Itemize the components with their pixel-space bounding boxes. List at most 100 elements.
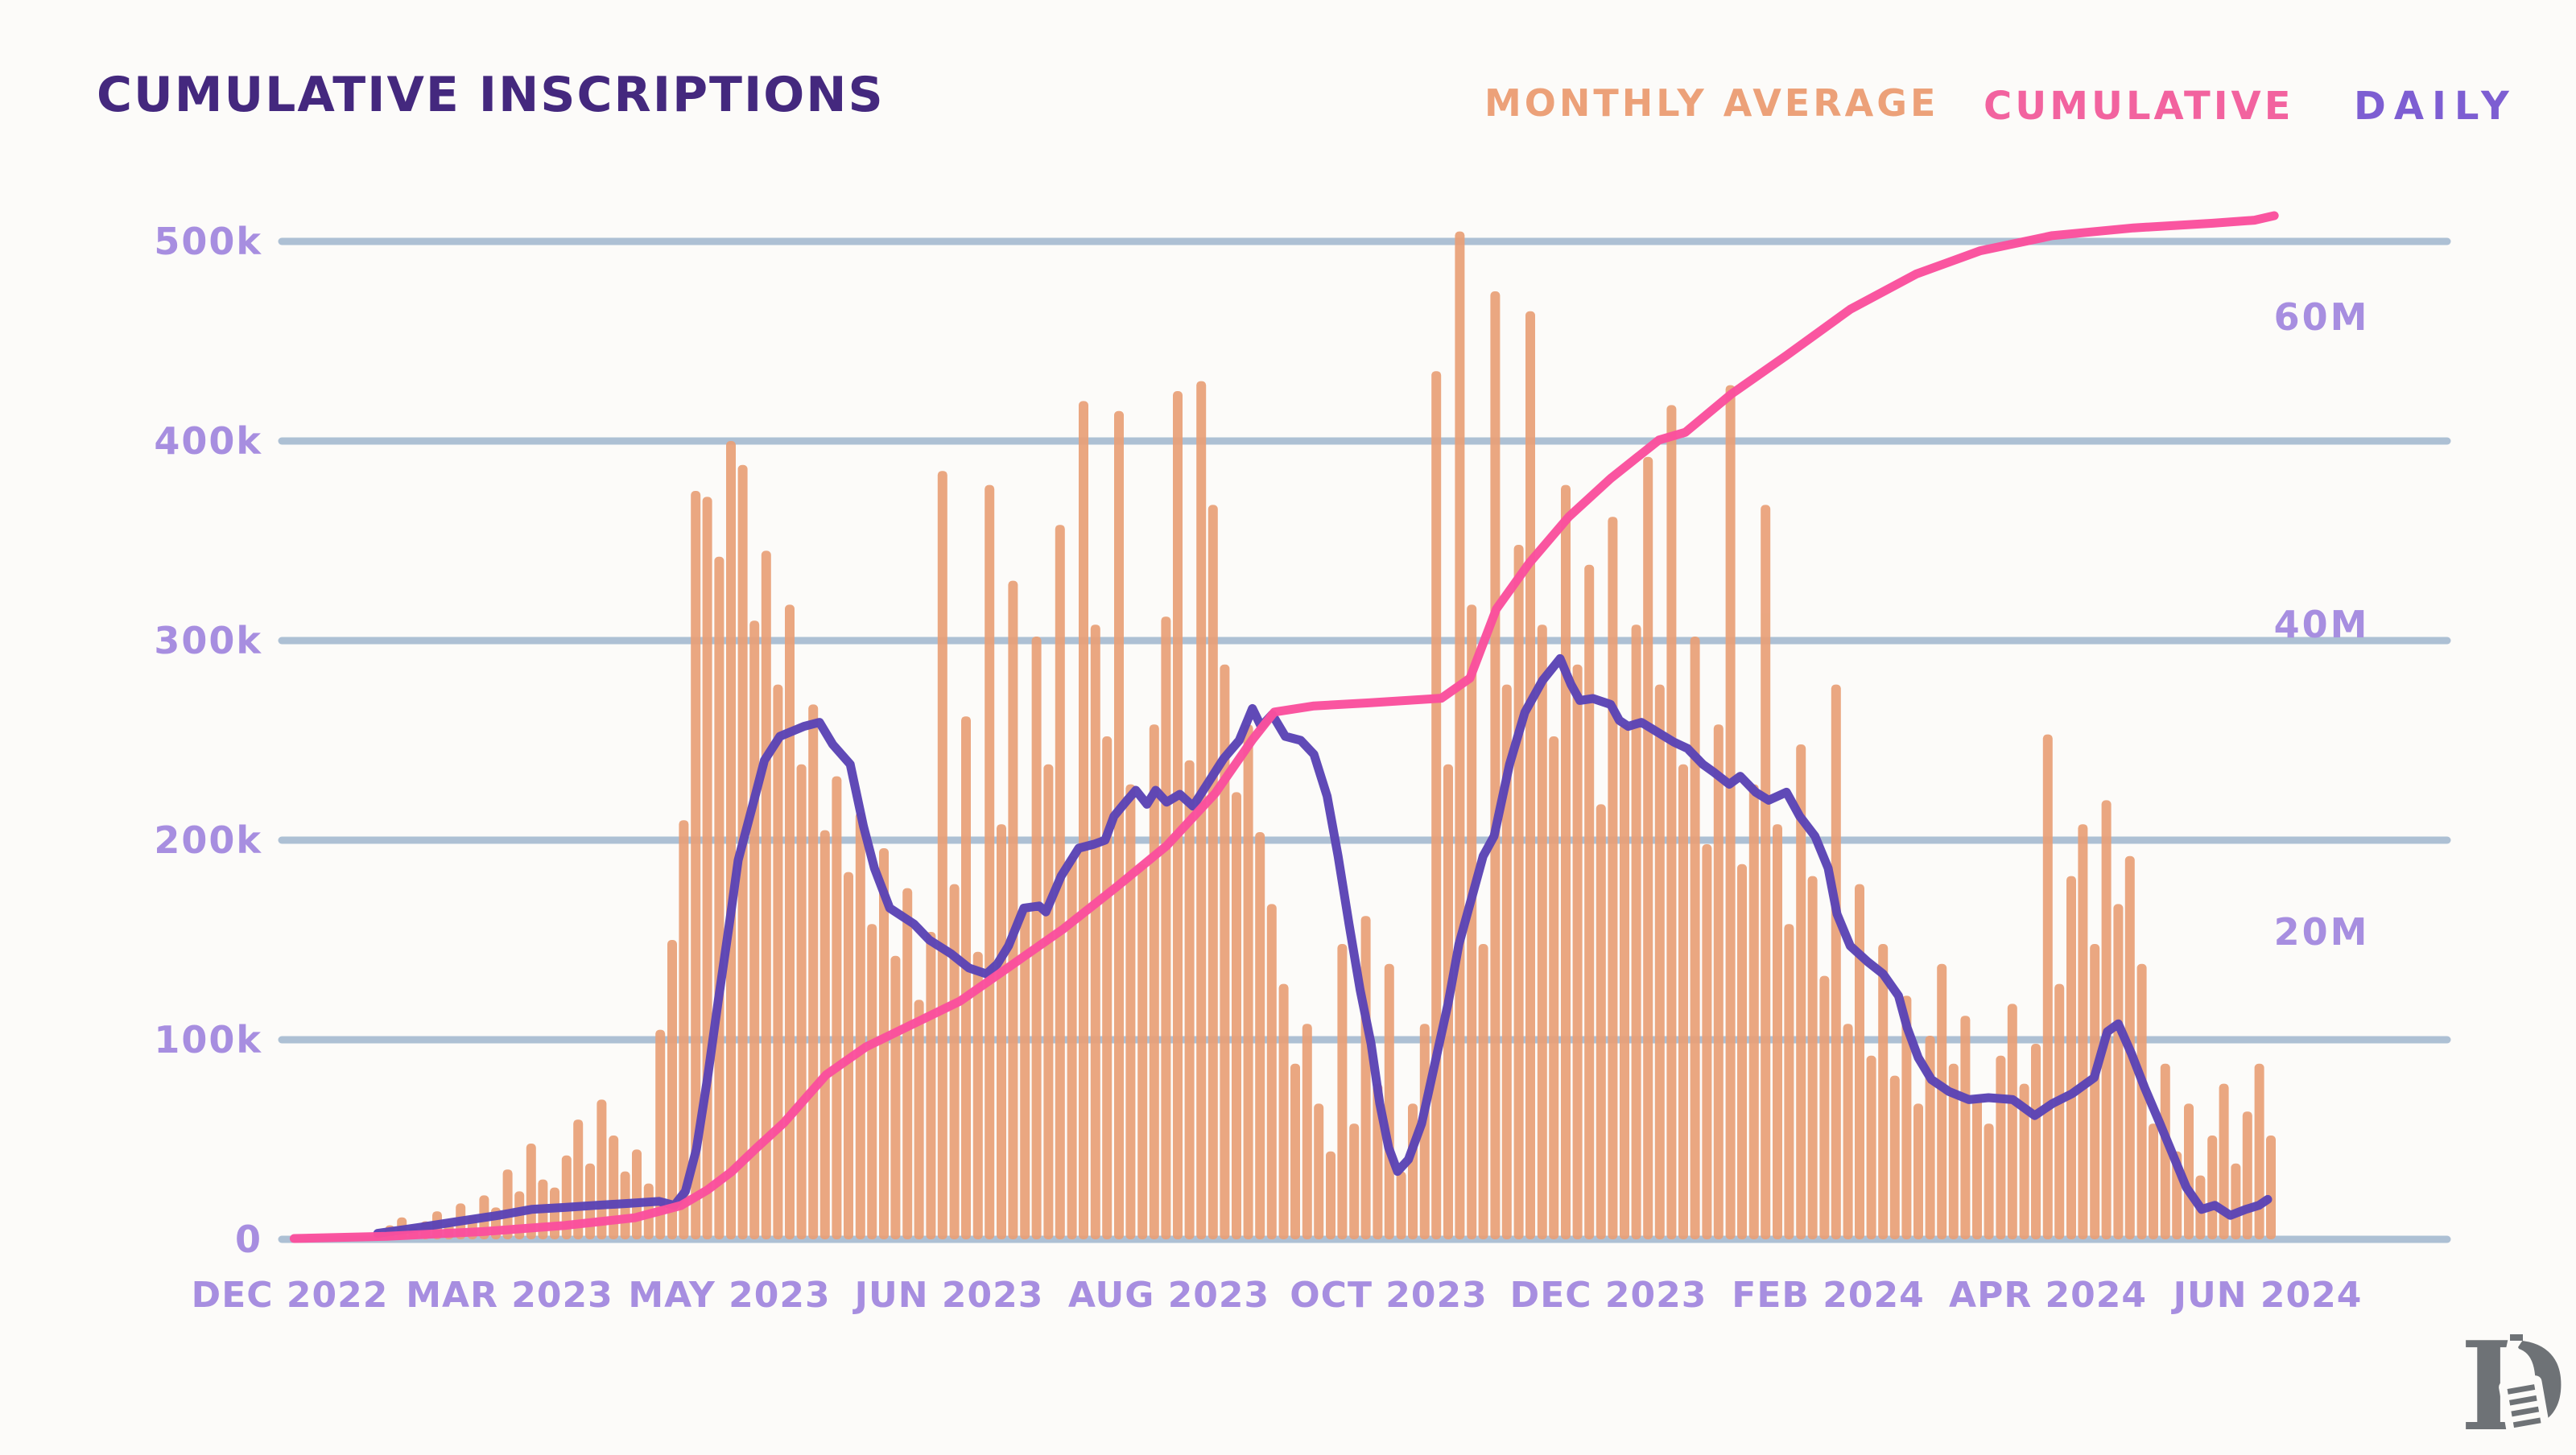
- daily-bar: [949, 884, 960, 1239]
- daily-bar: [1478, 944, 1488, 1239]
- daily-bar: [1431, 371, 1442, 1240]
- daily-bar: [1866, 1055, 1876, 1239]
- daily-bar: [926, 932, 936, 1239]
- daily-bar: [1748, 784, 1759, 1239]
- daily-bar: [1996, 1055, 2006, 1239]
- daily-bar: [1855, 884, 1864, 1239]
- y-axis-right-label: 20M: [2274, 910, 2370, 954]
- daily-bar: [1584, 564, 1595, 1239]
- daily-bar: [1561, 484, 1571, 1239]
- daily-bar: [902, 888, 913, 1239]
- daily-bar: [1208, 505, 1218, 1239]
- daily-bar: [1678, 764, 1688, 1239]
- daily-bar: [2266, 1136, 2276, 1239]
- daily-bar: [1537, 624, 1547, 1239]
- daily-bar: [1796, 744, 1806, 1239]
- y-axis-right-label: 40M: [2274, 603, 2370, 646]
- daily-bar: [1490, 291, 1501, 1239]
- daily-bar: [2136, 963, 2147, 1239]
- daily-bar: [632, 1149, 642, 1239]
- daily-bar: [1960, 1016, 1971, 1239]
- daily-bar: [2019, 1083, 2029, 1239]
- daily-bar: [1255, 832, 1265, 1239]
- daily-bar: [2031, 1044, 2041, 1239]
- daily-bar: [667, 940, 677, 1239]
- daily-bar: [2078, 824, 2088, 1239]
- legend-item-daily: DAILY: [2354, 84, 2517, 129]
- x-axis-label: MAR 2023: [406, 1275, 613, 1316]
- y-axis-left-label: 200k: [154, 818, 262, 862]
- daily-bar: [914, 1000, 924, 1239]
- daily-bar: [1173, 391, 1183, 1239]
- daily-bar: [1702, 844, 1712, 1239]
- daily-bar: [1843, 1024, 1853, 1239]
- daily-bar: [526, 1144, 536, 1239]
- logo-flask-shape: [2500, 1338, 2533, 1375]
- daily-bar: [1008, 580, 1018, 1239]
- y-axis-left-label: 500k: [154, 220, 262, 263]
- daily-bar: [808, 704, 819, 1239]
- daily-bar: [1878, 944, 1889, 1239]
- daily-bar: [1937, 963, 1947, 1239]
- daily-bar: [1137, 864, 1148, 1239]
- daily-bar: [2101, 800, 2112, 1239]
- x-axis-label: JUN 2024: [2171, 1275, 2363, 1316]
- daily-bar: [1302, 1024, 1312, 1239]
- daily-bar: [879, 848, 889, 1239]
- daily-bar: [1948, 1063, 1959, 1239]
- daily-bar: [2207, 1136, 2218, 1239]
- daily-bar: [1913, 1103, 1923, 1239]
- daily-bar: [972, 951, 983, 1239]
- y-axis-left-label: 400k: [154, 419, 262, 463]
- y-axis-left-label: 300k: [154, 619, 262, 662]
- daily-bar: [1620, 724, 1629, 1239]
- daily-bar: [1737, 864, 1747, 1239]
- daily-bar: [1020, 904, 1030, 1239]
- daily-bar: [1360, 916, 1371, 1239]
- daily-bar: [961, 716, 971, 1239]
- daily-bar: [1349, 1123, 1360, 1239]
- daily-bar: [1467, 604, 1477, 1239]
- daily-bar: [2113, 904, 2124, 1239]
- logo-flask-cap: [2510, 1334, 2523, 1341]
- daily-bar: [691, 491, 701, 1239]
- daily-bar: [561, 1155, 572, 1239]
- daily-bar: [1161, 616, 1171, 1239]
- daily-bar: [1596, 804, 1606, 1239]
- daily-bar: [1761, 505, 1771, 1239]
- daily-bar: [1031, 637, 1042, 1239]
- daily-bar: [855, 812, 865, 1239]
- daily-bar: [2054, 983, 2065, 1239]
- daily-bar: [1125, 784, 1136, 1239]
- daily-bar: [1713, 724, 1724, 1239]
- daily-bar: [679, 820, 689, 1239]
- daily-bar: [1513, 545, 1524, 1239]
- daily-bar: [1090, 624, 1100, 1239]
- daily-bar: [1220, 664, 1230, 1239]
- x-axis-label: JUN 2023: [852, 1275, 1044, 1316]
- daily-bar: [2042, 734, 2053, 1239]
- daily-bar: [985, 484, 995, 1239]
- daily-bar: [2242, 1111, 2252, 1239]
- daily-bar: [832, 776, 842, 1239]
- daily-bar: [1572, 664, 1583, 1239]
- daily-bar: [867, 924, 877, 1239]
- x-axis-label: APR 2024: [1949, 1275, 2147, 1316]
- daily-bar: [1408, 1103, 1418, 1239]
- daily-bar: [819, 830, 830, 1239]
- daily-bar: [2219, 1083, 2229, 1239]
- daily-bar: [2254, 1063, 2264, 1239]
- daily-bar: [2090, 944, 2100, 1239]
- daily-bar: [1807, 876, 1818, 1239]
- daily-bar: [726, 441, 736, 1239]
- daily-bar: [1889, 1075, 1900, 1239]
- daily-bar: [1184, 760, 1195, 1239]
- daily-bar: [1666, 405, 1677, 1239]
- daily-bar: [1266, 904, 1277, 1239]
- daily-bar: [1114, 410, 1124, 1239]
- daily-bar: [1984, 1123, 1994, 1239]
- daily-bar: [1525, 311, 1535, 1239]
- daily-bar: [1278, 983, 1289, 1239]
- daily-bar: [609, 1136, 619, 1239]
